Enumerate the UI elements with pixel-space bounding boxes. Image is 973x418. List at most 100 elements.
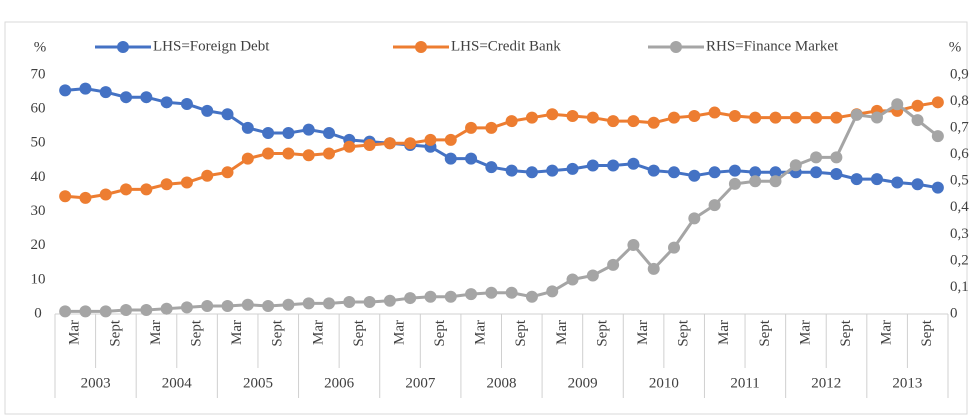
data-point bbox=[830, 151, 843, 164]
y2-tick-label: 0,6 bbox=[950, 146, 969, 162]
data-point bbox=[891, 176, 904, 189]
y-tick-label: 0 bbox=[34, 305, 42, 321]
data-point bbox=[647, 262, 660, 275]
data-point bbox=[931, 96, 944, 109]
data-point bbox=[607, 159, 620, 172]
legend-marker bbox=[415, 41, 427, 53]
data-point bbox=[99, 305, 112, 318]
data-point bbox=[59, 305, 72, 318]
data-point bbox=[668, 241, 681, 254]
legend-marker bbox=[117, 41, 129, 53]
y2-tick-label: 0,3 bbox=[950, 226, 969, 242]
data-point bbox=[911, 99, 924, 112]
data-point bbox=[322, 297, 335, 310]
series-line bbox=[65, 102, 939, 313]
x-tick-label: Sept bbox=[513, 319, 529, 347]
data-point bbox=[810, 111, 823, 124]
data-point bbox=[830, 168, 843, 181]
y2-axis-label: % bbox=[949, 39, 962, 55]
data-point bbox=[728, 164, 741, 177]
data-point bbox=[404, 137, 417, 150]
data-point bbox=[201, 104, 214, 117]
data-point bbox=[282, 147, 295, 160]
data-point bbox=[931, 181, 944, 194]
data-point bbox=[525, 290, 538, 303]
data-point bbox=[343, 140, 356, 153]
x-group-label: 2012 bbox=[811, 375, 841, 391]
data-point bbox=[363, 296, 376, 309]
data-point bbox=[627, 157, 640, 170]
x-group-label: 2006 bbox=[324, 375, 355, 391]
data-point bbox=[79, 191, 92, 204]
data-point bbox=[485, 286, 498, 299]
data-point bbox=[769, 111, 782, 124]
x-tick-label: Mar bbox=[67, 320, 83, 345]
x-group-label: 2010 bbox=[649, 375, 679, 391]
data-point bbox=[282, 127, 295, 140]
data-point bbox=[444, 152, 457, 165]
data-point bbox=[383, 137, 396, 150]
series-line bbox=[65, 100, 939, 200]
data-point bbox=[485, 161, 498, 174]
data-point bbox=[140, 183, 153, 196]
data-point bbox=[647, 164, 660, 177]
data-point bbox=[627, 238, 640, 251]
data-point bbox=[749, 166, 762, 179]
data-point bbox=[668, 166, 681, 179]
x-group-label: 2004 bbox=[162, 375, 193, 391]
data-point bbox=[79, 82, 92, 95]
data-point bbox=[708, 166, 721, 179]
data-point bbox=[343, 296, 356, 309]
data-point bbox=[749, 111, 762, 124]
data-point bbox=[891, 98, 904, 111]
x-tick-label: Mar bbox=[716, 320, 732, 345]
data-point bbox=[708, 106, 721, 119]
y2-tick-label: 0,5 bbox=[950, 173, 969, 189]
x-tick-label: Sept bbox=[107, 319, 123, 347]
x-tick-label: Sept bbox=[351, 319, 367, 347]
data-point bbox=[302, 123, 315, 136]
y2-tick-label: 0,7 bbox=[950, 120, 969, 136]
data-point bbox=[120, 91, 133, 104]
y2-tick-label: 0,4 bbox=[950, 199, 969, 215]
data-point bbox=[444, 133, 457, 146]
data-point bbox=[201, 169, 214, 182]
y-tick-label: 20 bbox=[31, 237, 46, 253]
data-point bbox=[607, 258, 620, 271]
data-point bbox=[789, 111, 802, 124]
data-point bbox=[769, 175, 782, 188]
y2-tick-label: 0,9 bbox=[950, 66, 969, 82]
data-point bbox=[566, 162, 579, 175]
data-point bbox=[505, 286, 518, 299]
data-point bbox=[160, 302, 173, 315]
y-tick-label: 30 bbox=[31, 203, 46, 219]
data-point bbox=[465, 288, 478, 301]
data-point bbox=[322, 147, 335, 160]
data-point bbox=[302, 297, 315, 310]
data-point bbox=[465, 152, 478, 165]
data-point bbox=[221, 108, 234, 121]
data-point bbox=[99, 188, 112, 201]
y2-tick-label: 0 bbox=[950, 305, 958, 321]
data-point bbox=[505, 115, 518, 128]
data-point bbox=[262, 300, 275, 313]
data-point bbox=[262, 127, 275, 140]
x-tick-label: Sept bbox=[594, 319, 610, 347]
data-point bbox=[302, 149, 315, 162]
data-point bbox=[566, 273, 579, 286]
data-point bbox=[647, 116, 660, 129]
data-point bbox=[586, 269, 599, 282]
data-point bbox=[546, 164, 559, 177]
data-point bbox=[688, 109, 701, 122]
data-point bbox=[262, 147, 275, 160]
x-tick-label: Mar bbox=[229, 320, 245, 345]
y-tick-label: 50 bbox=[31, 135, 46, 151]
y2-tick-label: 0,2 bbox=[950, 252, 969, 268]
data-point bbox=[241, 152, 254, 165]
data-point bbox=[870, 111, 883, 124]
data-point bbox=[465, 121, 478, 134]
data-point bbox=[850, 173, 863, 186]
data-point bbox=[830, 111, 843, 124]
data-point bbox=[607, 115, 620, 128]
